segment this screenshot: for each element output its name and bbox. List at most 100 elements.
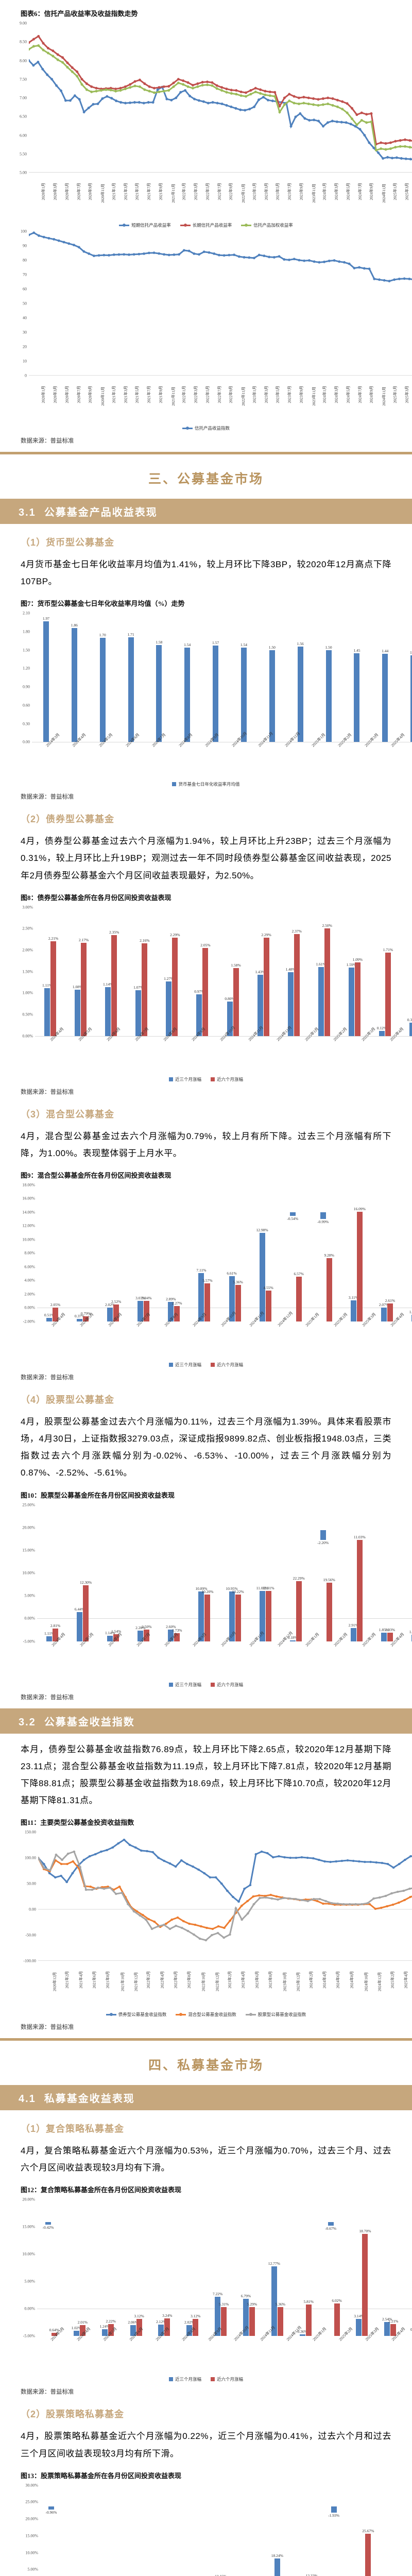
data-point — [342, 1903, 345, 1906]
data-point — [196, 82, 199, 85]
x-axis-category: 2021年5月 — [123, 376, 140, 422]
x-axis-category: 2022年12月 — [201, 1961, 219, 2008]
x-axis-category: 2023年10月 — [268, 1961, 287, 2008]
data-point — [234, 1907, 237, 1910]
bar-value-label: -0.99% — [317, 1219, 329, 1225]
data-point — [246, 1912, 249, 1915]
item-head-stock-fund: （4）股票型公募基金 — [21, 1394, 115, 1405]
data-point — [109, 87, 112, 90]
data-point — [60, 1862, 63, 1866]
legend-label: 混合型公募基金收益指数 — [188, 2012, 236, 2018]
bar: 1.02% — [72, 2326, 81, 2336]
bar: 11.03% — [256, 1586, 268, 1641]
x-axis-category: 2024年1月 — [310, 376, 327, 422]
data-point — [288, 99, 291, 103]
axis-tick-label: 3.00% — [22, 905, 33, 910]
bar: 2.52% — [111, 1299, 121, 1321]
data-point — [358, 266, 361, 269]
bar-group: 0.37% 0.79% — [67, 1185, 98, 1321]
legend-item: 信托产品收益指数 — [182, 425, 230, 431]
axis-tick-label: 10.00% — [22, 2251, 35, 2257]
data-point — [197, 99, 200, 102]
x-axis-category: 2024年11月 — [234, 1630, 265, 1679]
bar-group: 10.89% 10.20% — [189, 1505, 219, 1641]
data-point — [199, 1925, 202, 1928]
axis-tick-label: 0.00% — [24, 2306, 35, 2311]
data-point — [196, 85, 199, 88]
bar-group: 1.59% 1.09% — [339, 907, 370, 1036]
bar: 2.05% — [200, 943, 211, 1036]
data-point — [80, 83, 83, 86]
x-axis-category: 2025年1月 — [291, 1312, 320, 1359]
data-point — [230, 89, 233, 92]
bar-value-label: 2.50% — [322, 923, 332, 928]
data-point — [372, 146, 375, 149]
data-point — [409, 1895, 412, 1899]
bar-group: 1.56%2.32% — [97, 2485, 125, 2576]
x-axis-category: 2025年2月 — [319, 1312, 348, 1359]
data-point — [114, 90, 117, 93]
legend-item: 股票型公募基金收益指数 — [245, 2011, 306, 2018]
data-point — [408, 277, 411, 280]
legend-label: 近六个月涨幅 — [217, 1362, 244, 1367]
data-point — [193, 97, 196, 100]
x-axis-category: 2023年8月 — [255, 1961, 272, 2008]
legend-swatch — [168, 1682, 173, 1687]
legend-swatch — [168, 1362, 173, 1367]
data-point — [264, 1896, 267, 1899]
bar-value-label: 2.28% — [135, 1625, 146, 1631]
data-point — [268, 90, 271, 93]
data-point — [194, 1923, 197, 1926]
bar: 12.77% — [268, 2261, 280, 2336]
data-point — [245, 91, 247, 94]
bar-value-label: 3.03% — [135, 1295, 146, 1300]
x-axis-category: 2025年4月 — [375, 1312, 405, 1359]
x-axis-category: 2025年3月 — [347, 1312, 376, 1359]
data-point — [124, 88, 127, 91]
bar-value-label: 25.67% — [362, 2528, 374, 2533]
x-axis-category: 2020年9月 — [76, 173, 93, 219]
legend-item: 近六个月涨幅 — [211, 2376, 243, 2382]
data-point — [225, 104, 228, 107]
data-point — [52, 55, 55, 58]
axis-tick-label: 0.90 — [23, 684, 30, 689]
x-axis-category: 2024年10月 — [207, 1311, 237, 1359]
bar-group: 1.61% 2.50% — [309, 907, 339, 1036]
x-axis-category: 2024年6月 — [116, 2327, 144, 2373]
bar-value-label: 11.03% — [256, 1586, 268, 1591]
data-point — [348, 262, 351, 265]
data-point — [266, 98, 269, 101]
data-point — [288, 259, 290, 261]
legend-label: 近三个月涨幅 — [175, 1362, 201, 1367]
data-point — [188, 1922, 191, 1925]
data-point — [336, 1902, 339, 1905]
axis-tick-label: 0 — [25, 373, 27, 378]
bar: 3.03% — [135, 1296, 145, 1321]
axis-tick-label: 8.50 — [20, 39, 27, 44]
data-point — [317, 104, 320, 107]
data-point — [216, 101, 219, 105]
data-point — [170, 1918, 174, 1921]
bar: 2.91% — [349, 1623, 358, 1641]
data-point — [240, 1904, 243, 1907]
bar-value-label: 2.27% — [172, 1300, 182, 1306]
bar: 1.27% — [164, 976, 174, 1036]
x-axis-tick-label: 2025年3月 — [404, 182, 409, 200]
x-axis-category: 2022年11月 — [228, 376, 246, 422]
data-point — [32, 231, 36, 234]
report-page: 图表6：信托产品收益率及收益指数走势 5.00 5.50 6.00 6.50 7.00 7… — [0, 8, 412, 2576]
x-axis-category: 2023年2月 — [214, 1961, 232, 2008]
data-point — [172, 81, 175, 84]
x-axis-category: 2024年3月 — [37, 2327, 65, 2373]
x-axis-category: 2024年8月 — [168, 2327, 196, 2373]
data-point — [331, 97, 334, 100]
section3-2-number: 3.2 — [19, 1716, 36, 1728]
legend-swatch — [211, 2377, 215, 2382]
section4-title: 四、私募基金市场 — [148, 2058, 264, 2073]
bar-value-label: 10.89% — [195, 1586, 208, 1591]
fig11-chart: -100.00 -50.00 0.00 50.00 100.00 150.00 2020年… — [0, 1830, 412, 2019]
data-point — [258, 253, 261, 257]
bar-group: 0.97% 2.05% — [187, 907, 217, 1036]
legend-swatch — [211, 1077, 215, 1081]
data-point — [138, 85, 141, 88]
